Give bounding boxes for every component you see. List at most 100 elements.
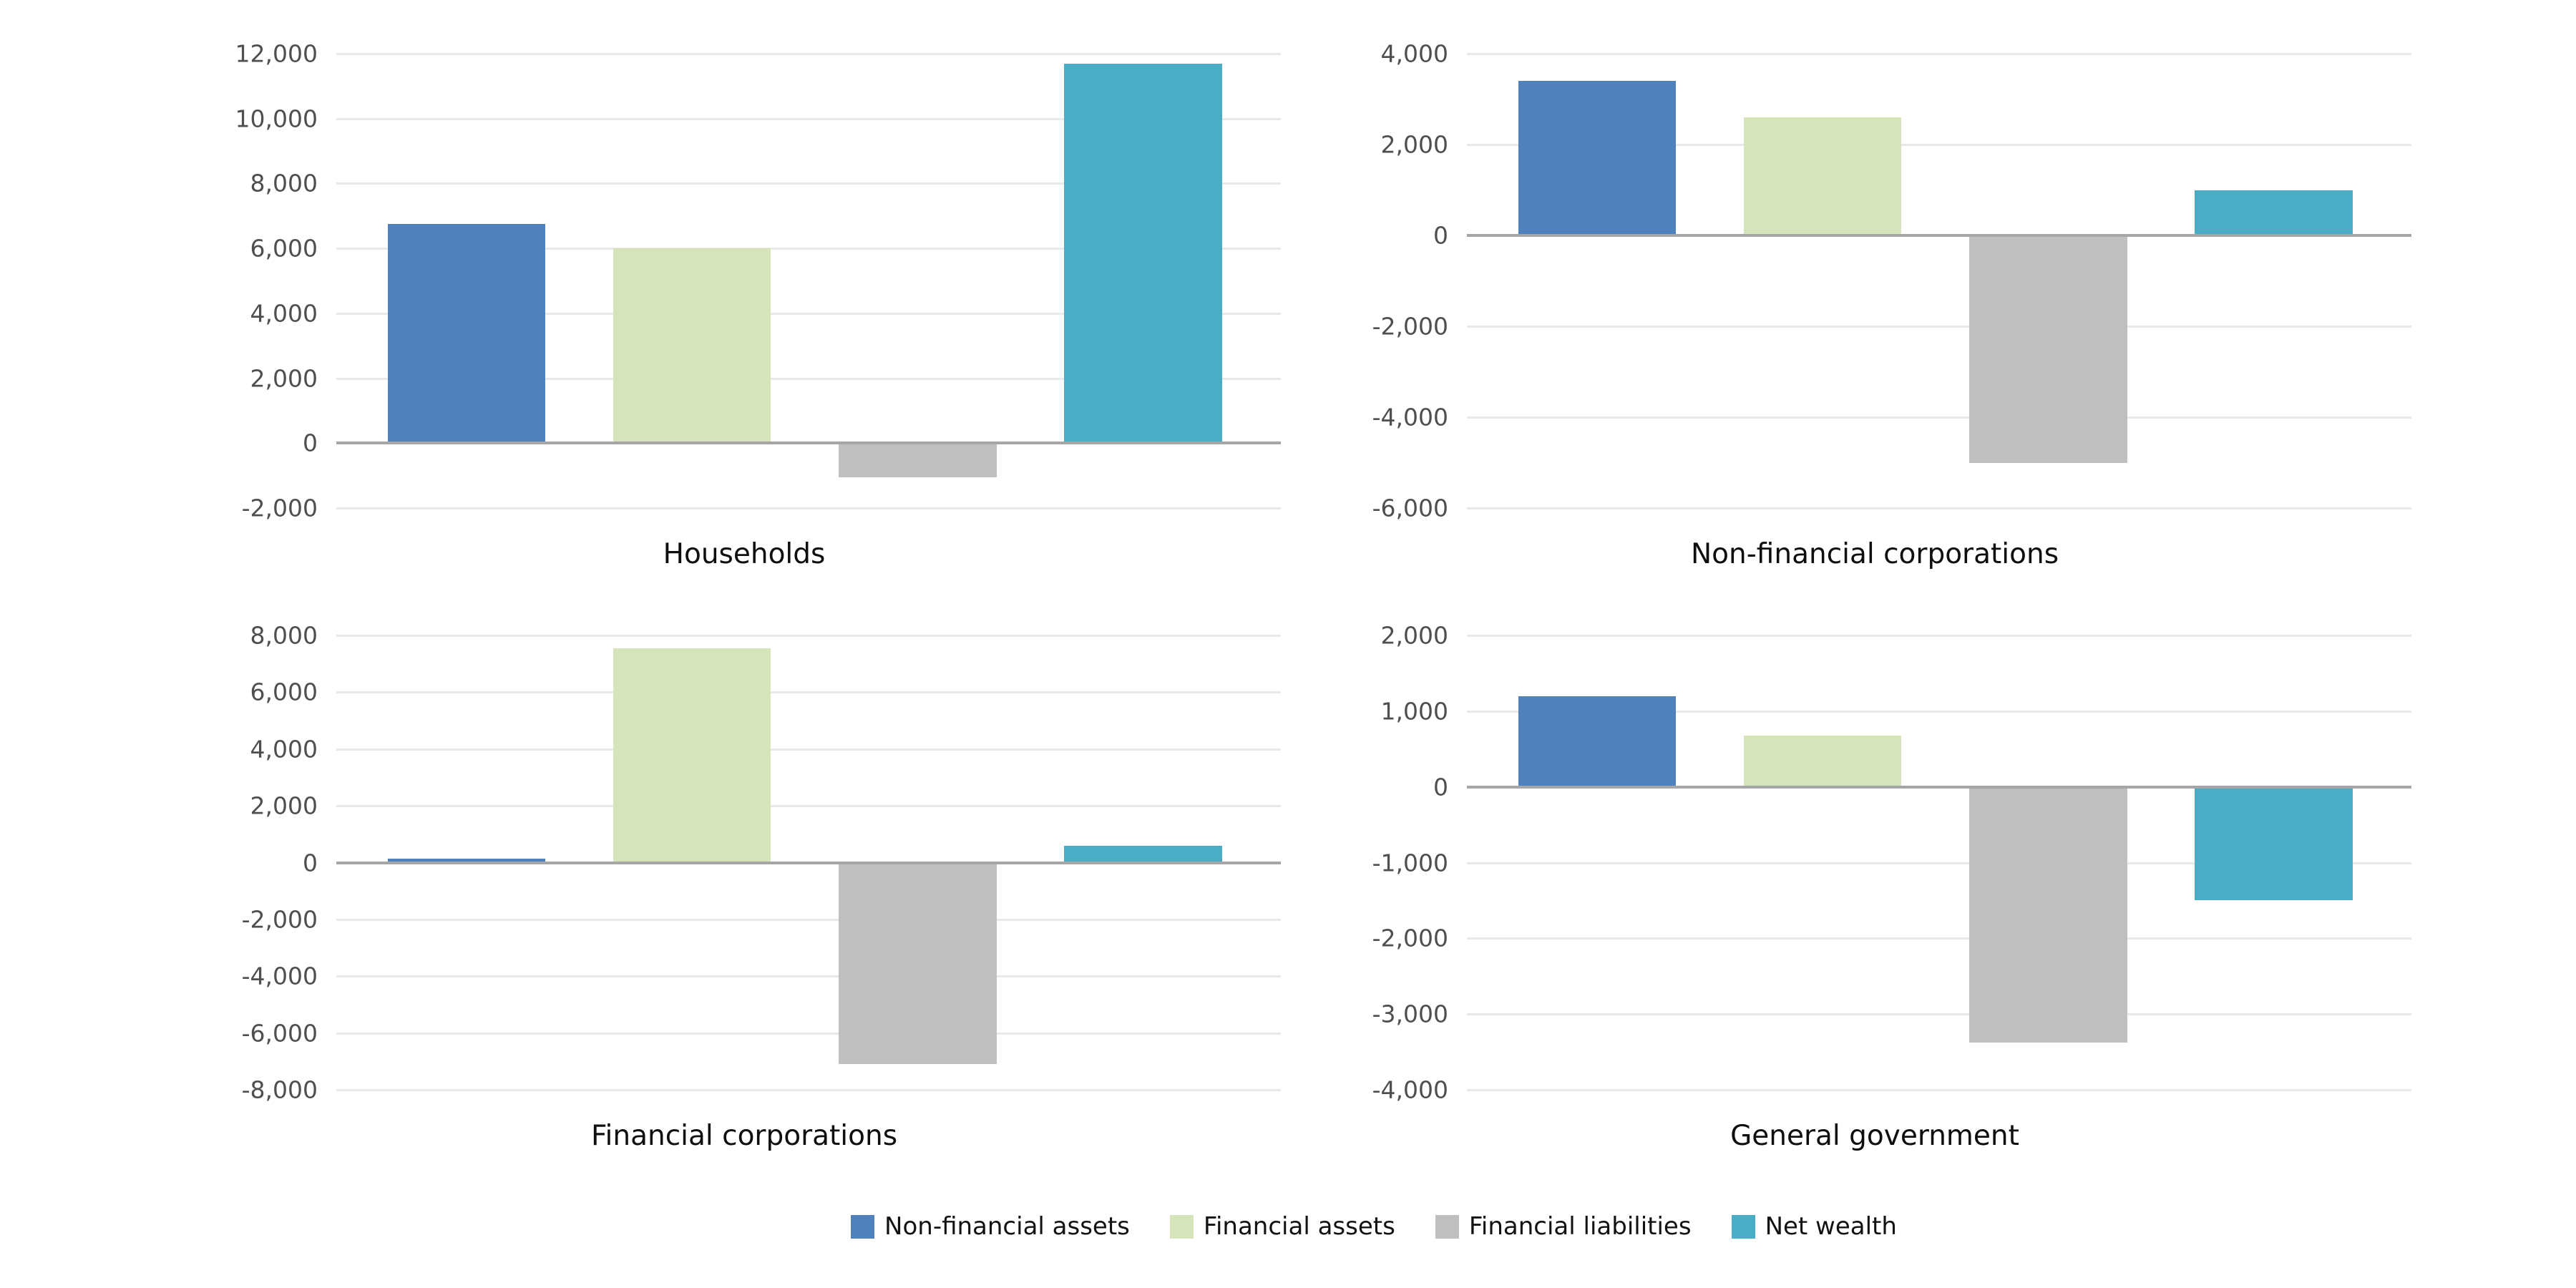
gridline	[336, 182, 1281, 185]
plot-area	[1467, 635, 2411, 1091]
bar-non-financial-assets	[387, 224, 546, 444]
gridline	[336, 507, 1281, 509]
y-tick-label: 4,000	[250, 735, 318, 763]
y-axis-labels: -8,000 -6,000 -4,000 -2,000 0 2,000 4,000 6,000…	[208, 624, 336, 1102]
bar-financial-assets	[613, 648, 771, 863]
zero-axis-line	[336, 441, 1281, 445]
gridline	[1467, 937, 2411, 940]
bar-financial-liabilities	[1969, 235, 2127, 463]
plot-area	[1467, 53, 2411, 509]
chart-title: Non-financial corporations	[1690, 538, 2059, 570]
bar-financial-assets	[1744, 735, 1902, 787]
gridline	[1467, 862, 2411, 864]
chart-households: -2,000 0 2,000 4,000 6,000 8,000 10,000 12,000 …	[208, 42, 1281, 597]
y-tick-label: 8,000	[250, 169, 318, 197]
chart-non-financial-corporations: -6,000 -4,000 -2,000 0 2,000 4,000 Non-financ…	[1338, 42, 2411, 597]
gridline	[1467, 416, 2411, 419]
gridline	[336, 805, 1281, 808]
legend-label: Financial assets	[1203, 1212, 1395, 1241]
y-tick-label: 2,000	[250, 364, 318, 393]
legend-item-non-financial-assets: Non-financial assets	[851, 1214, 1130, 1239]
y-tick-label: 0	[303, 429, 318, 457]
zero-axis-line	[336, 861, 1281, 864]
gridline	[1467, 635, 2411, 637]
gridline	[336, 312, 1281, 315]
y-tick-label: 2,000	[1380, 621, 1448, 650]
chart-title: Financial corporations	[590, 1120, 898, 1152]
bar-financial-assets	[1744, 117, 1902, 235]
y-tick-label: 2,000	[1380, 130, 1448, 159]
bar-net-wealth	[2195, 786, 2353, 901]
y-tick-label: -6,000	[1372, 494, 1448, 522]
bar-non-financial-assets	[1518, 696, 1677, 787]
gridline	[336, 53, 1281, 55]
y-tick-label: -6,000	[241, 1019, 318, 1048]
gridline	[1467, 710, 2411, 713]
legend-item-net-wealth: Net wealth	[1731, 1212, 1897, 1241]
gridline	[1467, 507, 2411, 509]
bar-financial-assets	[613, 248, 771, 444]
legend-item-financial-assets: Financial assets	[1169, 1212, 1395, 1241]
y-tick-label: -2,000	[241, 494, 318, 522]
legend-swatch-financial-assets	[1169, 1214, 1194, 1239]
bar-financial-liabilities	[839, 443, 997, 477]
y-tick-label: -2,000	[1372, 924, 1448, 952]
bar-net-wealth	[1064, 845, 1222, 863]
y-tick-label: -4,000	[241, 962, 318, 990]
gridline	[336, 691, 1281, 694]
legend-label: Net wealth	[1765, 1212, 1897, 1241]
legend-swatch-financial-liabilities	[1435, 1214, 1459, 1239]
plot-area	[336, 635, 1281, 1091]
zero-axis-line	[1467, 785, 2411, 789]
y-tick-label: 1,000	[1380, 697, 1448, 726]
zero-axis-line	[1467, 234, 2411, 237]
y-axis-labels: -6,000 -4,000 -2,000 0 2,000 4,000	[1338, 42, 1467, 520]
chart-general-government: -4,000 -3,000 -2,000 -1,000 0 1,000 2,000 Gene…	[1338, 624, 2411, 1179]
legend-item-financial-liabilities: Financial liabilities	[1435, 1214, 1692, 1239]
gridline	[336, 975, 1281, 978]
y-tick-label: 6,000	[250, 234, 318, 263]
legend-swatch-net-wealth	[1731, 1214, 1755, 1239]
y-tick-label: -4,000	[1372, 1075, 1448, 1104]
gridline	[1467, 326, 2411, 328]
gridline	[336, 117, 1281, 120]
gridline	[336, 918, 1281, 921]
y-tick-label: 4,000	[250, 299, 318, 328]
bar-net-wealth	[2195, 190, 2353, 235]
plot-area	[336, 53, 1281, 509]
y-tick-label: 10,000	[235, 104, 318, 133]
gridline	[1467, 1089, 2411, 1091]
bar-net-wealth	[1064, 63, 1222, 444]
chart-financial-corporations: -8,000 -6,000 -4,000 -2,000 0 2,000 4,000 6,000…	[208, 624, 1281, 1179]
y-tick-label: -3,000	[1372, 1000, 1448, 1028]
y-tick-label: 2,000	[250, 791, 318, 820]
y-axis-labels: -4,000 -3,000 -2,000 -1,000 0 1,000 2,000	[1338, 624, 1467, 1102]
gridline	[1467, 144, 2411, 146]
gridline	[336, 635, 1281, 637]
y-tick-label: -1,000	[1372, 849, 1448, 877]
y-tick-label: 6,000	[250, 678, 318, 706]
y-tick-label: -8,000	[241, 1075, 318, 1104]
y-tick-label: -2,000	[241, 905, 318, 934]
chart-title: Households	[663, 538, 826, 570]
gridline	[336, 748, 1281, 751]
legend: Non-financial assets Financial assets Fi…	[336, 1211, 2411, 1242]
bar-non-financial-assets	[1518, 81, 1677, 235]
y-tick-label: 8,000	[250, 621, 318, 650]
gridline	[336, 248, 1281, 250]
gridline	[336, 377, 1281, 380]
gridline	[336, 1032, 1281, 1035]
legend-label: Non-financial assets	[884, 1212, 1130, 1241]
y-tick-label: 0	[303, 849, 318, 877]
y-tick-label: 12,000	[235, 39, 318, 68]
y-tick-label: 0	[1433, 773, 1448, 801]
gridline	[1467, 53, 2411, 55]
y-tick-label: -4,000	[1372, 403, 1448, 431]
bar-financial-liabilities	[1969, 786, 2127, 1043]
y-tick-label: 0	[1433, 221, 1448, 250]
bar-financial-liabilities	[839, 862, 997, 1065]
legend-label: Financial liabilities	[1468, 1212, 1692, 1241]
y-axis-labels: -2,000 0 2,000 4,000 6,000 8,000 10,000 12,000	[208, 42, 336, 520]
gridline	[1467, 1013, 2411, 1016]
chart-title: General government	[1730, 1120, 2019, 1152]
